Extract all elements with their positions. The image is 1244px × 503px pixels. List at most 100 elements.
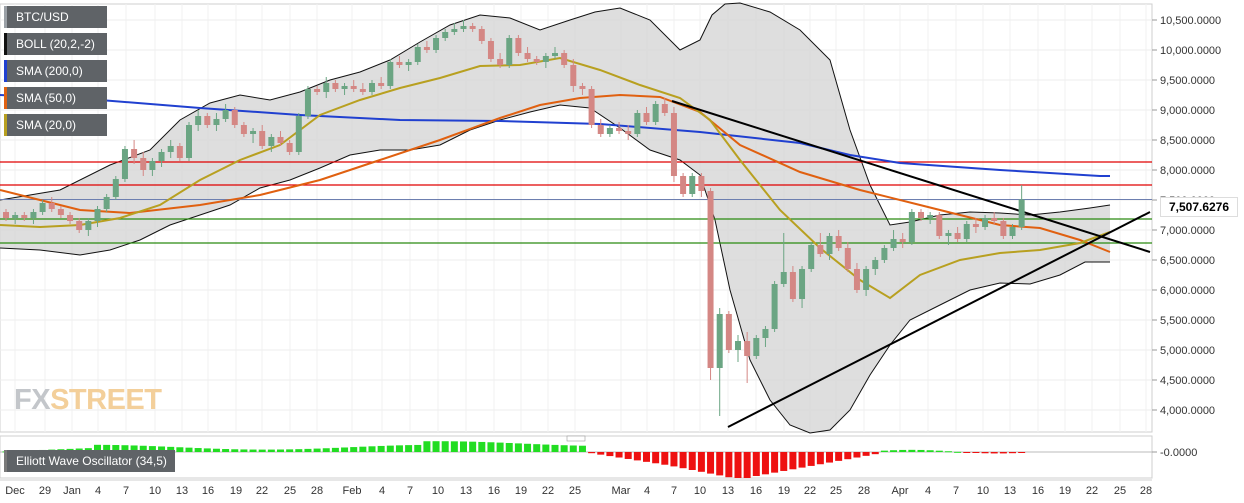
- x-tick-label: 7: [953, 485, 959, 497]
- candle-body: [606, 128, 613, 134]
- candle-body: [140, 158, 147, 170]
- ewo-bar: [203, 448, 211, 452]
- candle-body: [222, 110, 229, 119]
- x-tick-label: 28: [858, 485, 870, 497]
- candle-body: [945, 233, 952, 236]
- ewo-bar: [386, 445, 394, 452]
- candle-body: [369, 83, 375, 92]
- candle-body: [918, 212, 924, 218]
- legend-swatch: [4, 87, 7, 109]
- ewo-bar: [899, 449, 907, 452]
- x-tick-label: 7: [407, 485, 413, 497]
- candle-body: [753, 338, 760, 356]
- ewo-bar: [844, 452, 852, 460]
- candle-body: [771, 284, 778, 329]
- candle-body: [552, 53, 558, 56]
- x-tick-label: 16: [202, 485, 214, 497]
- ewo-bar: [926, 450, 934, 452]
- candle-body: [231, 110, 238, 125]
- y-tick-label: 7,000.0000: [1160, 225, 1215, 237]
- candle-body: [744, 341, 751, 356]
- ewo-bar: [359, 446, 367, 452]
- ewo-bar: [981, 452, 989, 454]
- candle-body: [835, 236, 842, 248]
- ewo-bar: [688, 452, 696, 470]
- ewo-bar: [185, 447, 193, 452]
- candle-body: [863, 269, 870, 290]
- ewo-bar: [130, 445, 138, 452]
- ewo-bar: [807, 452, 815, 466]
- candle-body: [670, 113, 677, 176]
- y-tick-label: 8,000.0000: [1160, 165, 1215, 177]
- ewo-bar: [871, 452, 879, 455]
- candle-body: [982, 218, 989, 227]
- ewo-bar: [249, 449, 257, 452]
- legend-sma200[interactable]: SMA (200,0): [4, 60, 107, 82]
- ewo-bar: [771, 452, 779, 473]
- candle-body: [3, 212, 9, 218]
- candle-body: [103, 197, 110, 209]
- ewo-bar: [606, 452, 614, 457]
- ewo-bar: [258, 449, 266, 452]
- legend-sma50[interactable]: SMA (50,0): [4, 87, 107, 109]
- ewo-bar: [331, 447, 339, 452]
- ewo-bar: [752, 452, 760, 476]
- candle-body: [579, 86, 586, 89]
- x-tick-label: 22: [1086, 485, 1098, 497]
- legend-sma20[interactable]: SMA (20,0): [4, 114, 107, 136]
- x-tick-label: Dec: [5, 485, 25, 497]
- candle-body: [597, 125, 604, 134]
- candle-body: [76, 221, 83, 230]
- ewo-bar: [963, 452, 971, 453]
- candle-body: [39, 203, 46, 212]
- candle-body: [515, 38, 522, 53]
- candle-body: [497, 59, 504, 65]
- candle-body: [588, 89, 595, 125]
- ewo-bar: [990, 452, 998, 454]
- ewo-bar: [716, 452, 724, 476]
- y-tick-label: 6,000.0000: [1160, 285, 1215, 297]
- candle-body: [158, 152, 165, 161]
- x-tick-label: 19: [778, 485, 790, 497]
- x-tick-label: 28: [311, 485, 323, 497]
- ewo-bar: [212, 448, 220, 452]
- x-tick-label: 28: [1140, 485, 1152, 497]
- candle-body: [844, 248, 851, 269]
- legend-boll[interactable]: BOLL (20,2,-2): [4, 33, 107, 55]
- ewo-legend[interactable]: Elliott Wave Oscillator (34,5): [4, 450, 175, 472]
- ewo-bar: [816, 452, 824, 465]
- current-price-tag: 7,507.6276: [1160, 197, 1238, 217]
- candle-body: [176, 146, 183, 158]
- x-tick-label: 10: [977, 485, 989, 497]
- candle-body: [963, 224, 970, 239]
- ewo-bar: [295, 449, 303, 452]
- candle-body: [689, 176, 696, 194]
- legend-btcusd[interactable]: BTC/USD: [4, 6, 107, 28]
- candle-body: [524, 53, 531, 59]
- candle-body: [725, 314, 732, 350]
- candle-body: [195, 116, 202, 125]
- x-tick-label: 13: [722, 485, 734, 497]
- candle-body: [30, 212, 37, 218]
- candle-body: [1000, 221, 1007, 236]
- ewo-bar: [853, 452, 861, 458]
- candle-body: [48, 203, 55, 209]
- ewo-bar: [478, 441, 486, 452]
- legend-label: BTC/USD: [16, 10, 69, 24]
- candle-body: [954, 233, 961, 239]
- candle-body: [972, 224, 979, 227]
- x-tick-label: 4: [644, 485, 650, 497]
- ewo-panel: [0, 435, 1153, 479]
- ewo-bar: [103, 444, 111, 452]
- y-tick-label: 6,500.0000: [1160, 255, 1215, 267]
- legend-swatch: [4, 6, 7, 28]
- candle-body: [213, 119, 220, 125]
- candle-body: [112, 179, 119, 197]
- candle-body: [817, 245, 824, 254]
- x-tick-label: 10: [149, 485, 161, 497]
- y-tick-label: 10,000.0000: [1160, 45, 1221, 57]
- x-tick-label: 10: [432, 485, 444, 497]
- candle-body: [131, 149, 138, 158]
- y-tick-label: 9,500.0000: [1160, 75, 1215, 87]
